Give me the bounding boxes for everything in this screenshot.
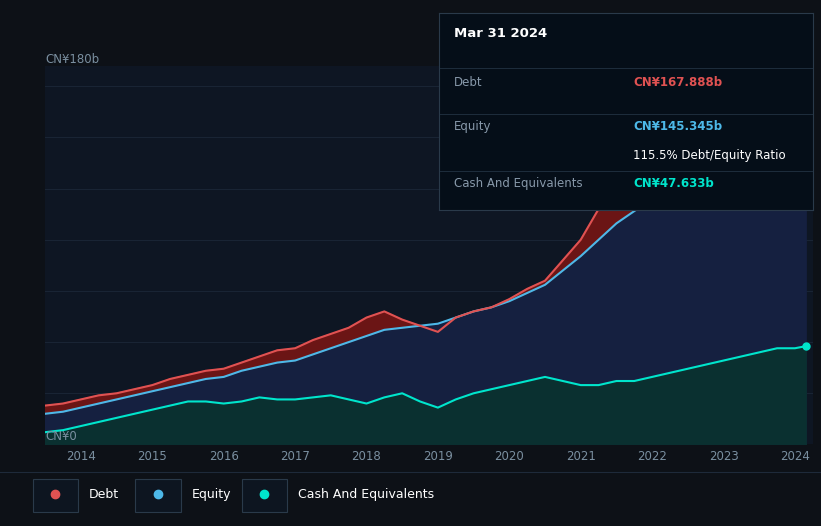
Text: Debt: Debt: [89, 488, 119, 501]
FancyBboxPatch shape: [33, 479, 78, 512]
Text: CN¥145.345b: CN¥145.345b: [634, 120, 722, 133]
Text: Mar 31 2024: Mar 31 2024: [454, 27, 548, 40]
FancyBboxPatch shape: [135, 479, 181, 512]
Text: 115.5% Debt/Equity Ratio: 115.5% Debt/Equity Ratio: [634, 149, 787, 162]
Text: CN¥167.888b: CN¥167.888b: [634, 76, 722, 89]
Text: CN¥180b: CN¥180b: [45, 53, 99, 66]
Text: Equity: Equity: [191, 488, 231, 501]
Text: CN¥0: CN¥0: [45, 430, 77, 443]
Text: Equity: Equity: [454, 120, 492, 133]
Text: Cash And Equivalents: Cash And Equivalents: [454, 177, 583, 190]
FancyBboxPatch shape: [242, 479, 287, 512]
Text: Debt: Debt: [454, 76, 483, 89]
Text: Cash And Equivalents: Cash And Equivalents: [298, 488, 434, 501]
Text: CN¥47.633b: CN¥47.633b: [634, 177, 714, 190]
